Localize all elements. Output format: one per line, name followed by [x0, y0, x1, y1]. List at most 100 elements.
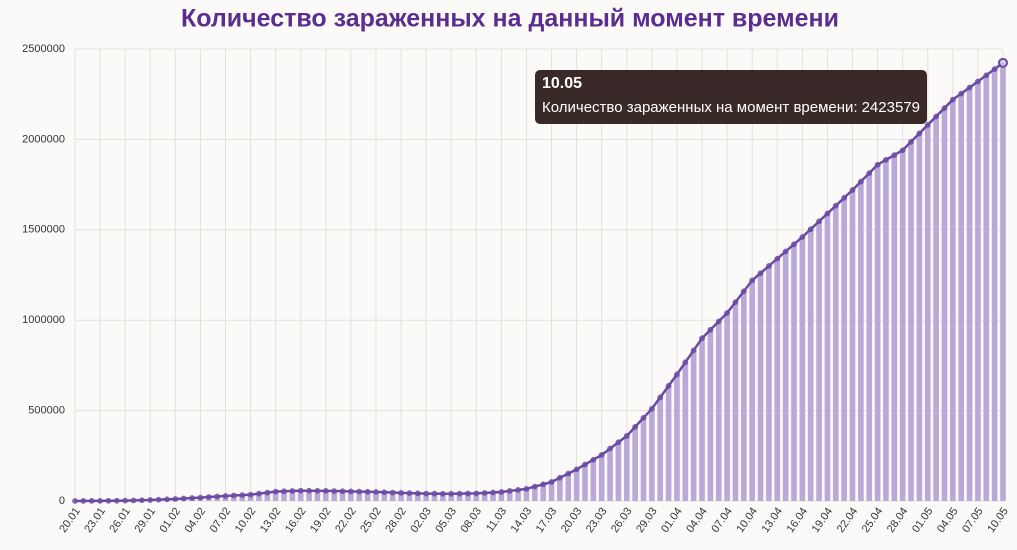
point: [832, 202, 839, 209]
point: [849, 187, 856, 193]
point: [732, 299, 739, 305]
point: [540, 481, 547, 488]
bar: [264, 492, 271, 501]
bar: [699, 338, 705, 501]
bar: [364, 491, 371, 501]
y-tick-label: 1500000: [22, 224, 65, 236]
bar: [816, 221, 822, 502]
bar: [598, 454, 605, 501]
bar: [456, 493, 463, 501]
x-tick-label: 08.03: [459, 506, 485, 535]
bar: [490, 492, 496, 501]
point: [189, 495, 195, 501]
point: [674, 371, 680, 378]
point: [88, 498, 95, 504]
point: [924, 122, 931, 128]
point: [481, 490, 488, 496]
bar: [824, 213, 831, 501]
x-tick-label: 14.03: [509, 506, 535, 535]
y-tick-label: 500000: [28, 405, 65, 417]
bar: [682, 362, 689, 501]
point: [130, 497, 137, 504]
point: [113, 497, 120, 504]
point: [824, 210, 831, 217]
bar: [406, 493, 413, 501]
x-tick-label: 10.04: [734, 506, 760, 535]
y-tick-label: 1000000: [22, 314, 65, 326]
bar: [565, 473, 572, 501]
point: [699, 335, 705, 342]
bar: [975, 81, 981, 501]
point: [949, 96, 956, 103]
point: [197, 494, 204, 501]
point: [222, 493, 229, 499]
point: [531, 483, 538, 490]
point: [373, 489, 379, 495]
bar: [841, 197, 847, 501]
point: [791, 241, 797, 248]
bar: [590, 459, 597, 501]
bar: [289, 491, 296, 501]
bar: [348, 491, 354, 501]
bar: [414, 493, 421, 501]
point: [314, 487, 321, 494]
x-tick-label: 10.05: [985, 506, 1011, 535]
bar: [607, 448, 613, 501]
point: [657, 394, 664, 401]
bar: [665, 385, 672, 501]
point: [874, 161, 881, 168]
point: [105, 497, 112, 504]
bar: [582, 464, 588, 501]
x-tick-label: 26.01: [107, 506, 133, 535]
bar: [799, 237, 806, 502]
point: [256, 490, 262, 497]
point: [607, 445, 613, 452]
bar: [473, 493, 480, 501]
bar: [874, 164, 881, 501]
bar: [239, 495, 246, 501]
bar: [381, 492, 388, 501]
bar: [573, 469, 580, 501]
bar: [465, 493, 471, 501]
x-tick-label: 04.04: [684, 506, 710, 535]
bar: [657, 397, 664, 501]
x-tick-label: 29.03: [634, 506, 660, 535]
point: [523, 486, 530, 492]
point: [389, 489, 396, 496]
point: [381, 489, 388, 496]
point: [205, 494, 212, 500]
bar: [440, 493, 446, 501]
point: [239, 492, 246, 498]
point: [640, 414, 647, 421]
bar: [941, 108, 948, 502]
x-tick-label: 07.02: [208, 506, 234, 535]
point: [866, 170, 873, 177]
point: [448, 490, 455, 497]
point: [891, 152, 898, 158]
x-tick-label: 20.03: [559, 506, 585, 535]
x-tick-label: 01.05: [910, 506, 936, 535]
y-tick-label: 2000000: [22, 133, 65, 145]
point: [490, 489, 496, 496]
bar: [557, 477, 563, 501]
bar: [916, 133, 923, 501]
bar: [782, 251, 789, 501]
point: [230, 492, 237, 499]
point: [573, 466, 580, 473]
point: [72, 498, 78, 504]
point: [423, 490, 429, 497]
x-tick-label: 13.02: [258, 506, 284, 535]
point: [782, 248, 789, 255]
point: [740, 288, 747, 295]
bar: [623, 435, 630, 501]
point: [172, 496, 179, 502]
bar: [515, 489, 521, 501]
point: [264, 489, 271, 496]
bar: [883, 159, 889, 501]
point: [557, 474, 563, 481]
bar: [715, 321, 722, 501]
point: [356, 488, 363, 495]
point: [431, 490, 438, 497]
x-tick-label: 13.04: [759, 506, 785, 535]
